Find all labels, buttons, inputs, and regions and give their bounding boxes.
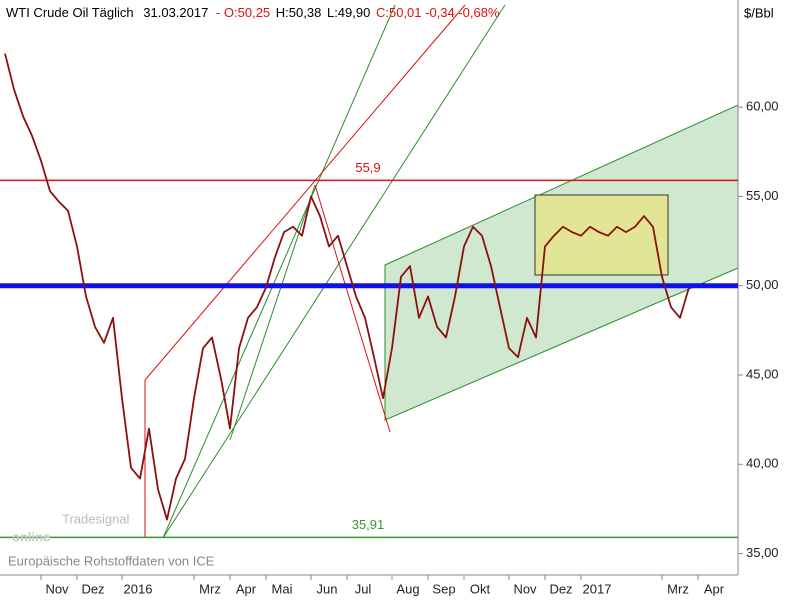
trend-line — [144, 4, 466, 381]
x-tick-label: Okt — [470, 581, 491, 596]
range-box — [534, 194, 669, 276]
watermark-source: Europäische Rohstoffdaten von ICE — [8, 553, 215, 568]
x-tick-label: Dez — [81, 581, 104, 596]
trend-line — [314, 184, 391, 433]
y-tick-label: 50,00 — [746, 277, 779, 292]
line-label: 35,91 — [352, 517, 385, 532]
line-label: 55,9 — [355, 160, 380, 175]
y-tick-label: 55,00 — [746, 188, 779, 203]
y-tick-label: 45,00 — [746, 366, 779, 381]
chart-title: WTI Crude Oil Täglich 31.03.2017 - O:50,… — [6, 5, 500, 20]
fan-line — [162, 4, 506, 539]
price-line — [4, 53, 690, 521]
x-tick-label: 2017 — [583, 581, 612, 596]
close: C:50,01 -0,34 -0,68% — [376, 5, 500, 20]
high: H:50,38 — [276, 5, 322, 20]
x-tick-label: Apr — [236, 581, 257, 596]
y-tick-label: 60,00 — [746, 99, 779, 114]
watermark-logo: online — [12, 529, 50, 544]
x-tick-label: Jul — [355, 581, 372, 596]
plot: 55,9 35,91 — [0, 53, 738, 539]
x-tick-label: Nov — [513, 581, 537, 596]
y-axis-label: $/Bbl — [744, 5, 774, 20]
y-tick-label: 40,00 — [746, 456, 779, 471]
x-tick-label: Dez — [549, 581, 572, 596]
x-tick-label: Aug — [396, 581, 419, 596]
x-tick-label: Apr — [704, 581, 725, 596]
date: 31.03.2017 — [143, 5, 208, 20]
x-tick-label: Mrz — [199, 581, 221, 596]
watermark-brand: Tradesignal — [62, 511, 130, 526]
low: L:49,90 — [327, 5, 370, 20]
y-tick-label: 35,00 — [746, 545, 779, 560]
x-tick-label: Mai — [272, 581, 293, 596]
fan-line — [162, 4, 396, 539]
fan-line — [229, 184, 316, 441]
x-tick-label: Nov — [45, 581, 69, 596]
open: - O:50,25 — [216, 5, 270, 20]
x-tick-label: Jun — [317, 581, 338, 596]
x-tick-label: Sep — [432, 581, 455, 596]
x-tick-label: Mrz — [667, 581, 689, 596]
instrument: WTI Crude Oil Täglich — [6, 5, 134, 20]
x-tick-label: 2016 — [124, 581, 153, 596]
